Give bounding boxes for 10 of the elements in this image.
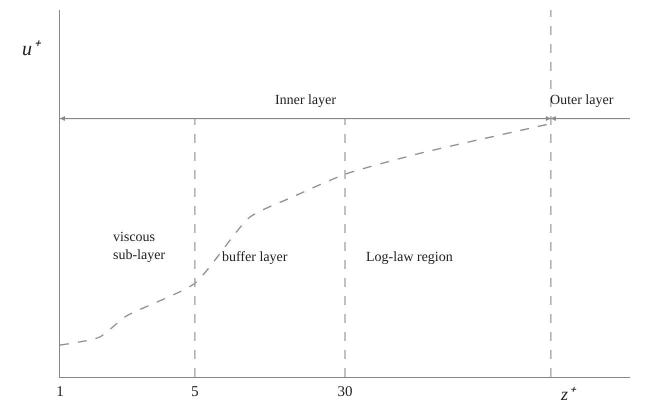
x-axis-title: z⁺ xyxy=(560,384,578,404)
y-axis-title: u⁺ xyxy=(22,38,42,60)
x-tick-label: 30 xyxy=(338,384,352,400)
annotation: buffer layer xyxy=(222,250,288,265)
annotation: viscous sub-layer xyxy=(113,230,166,264)
text: Outer layer xyxy=(550,93,614,108)
x-tick-label: 5 xyxy=(191,384,199,400)
text: Inner layer xyxy=(275,93,336,108)
x-tick-label: 1 xyxy=(56,384,64,400)
annotation: Log-law region xyxy=(366,250,453,265)
